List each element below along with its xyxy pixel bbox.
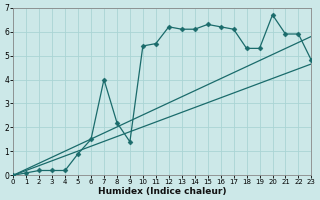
X-axis label: Humidex (Indice chaleur): Humidex (Indice chaleur) bbox=[98, 187, 227, 196]
